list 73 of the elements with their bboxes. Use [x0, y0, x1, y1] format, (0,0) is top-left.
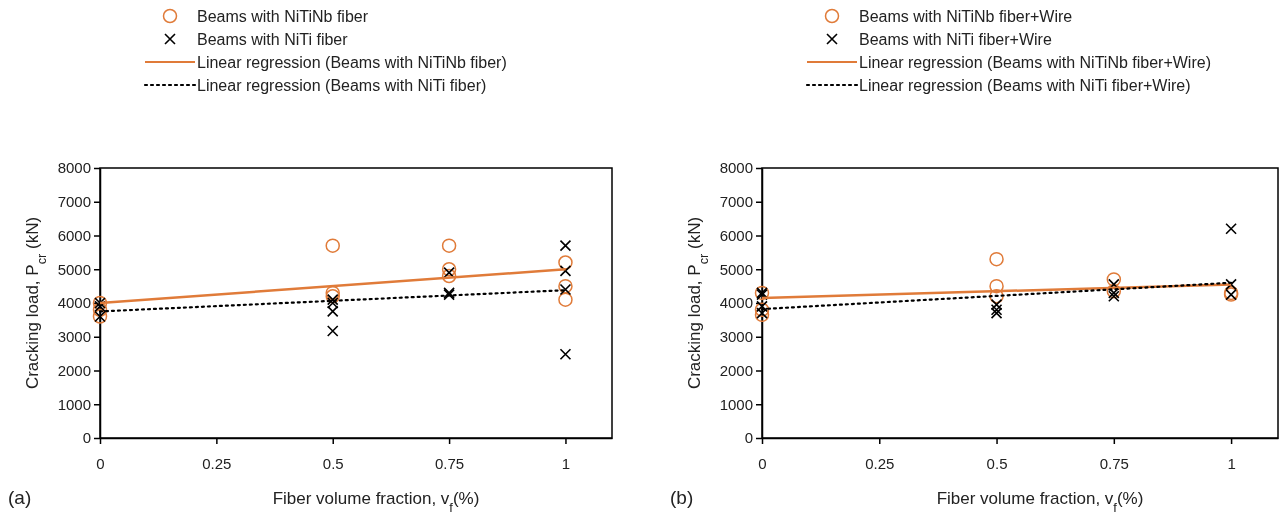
point	[94, 300, 106, 313]
text: (a)	[8, 487, 32, 508]
point	[756, 307, 768, 319]
y-tick-label: 8000	[57, 159, 91, 177]
x-tick-label: 0.5	[322, 454, 344, 472]
point	[441, 268, 457, 284]
x-tick-label: 0	[96, 454, 105, 472]
point	[1108, 290, 1120, 303]
point	[326, 305, 339, 318]
point	[559, 283, 572, 296]
point	[441, 262, 457, 277]
point	[1106, 283, 1122, 299]
x-tick-label: 0.75	[1099, 454, 1129, 472]
x-tick-label: 0.5	[986, 454, 1008, 472]
legend-label: Beams with NiTi fiber	[197, 31, 349, 48]
point	[326, 293, 339, 306]
point	[1225, 222, 1237, 235]
y-tick-label: 5000	[719, 260, 753, 278]
point	[326, 325, 339, 337]
point	[990, 303, 1003, 316]
y-tick-label: 7000	[57, 193, 91, 211]
point	[325, 285, 340, 301]
point	[1225, 278, 1237, 291]
y-tick-label: 2000	[719, 361, 753, 379]
legend-label: Linear regression (Beams with NiTiNb fiber+Wire)	[859, 54, 1211, 71]
y-tick-label: 0	[82, 429, 91, 447]
point	[989, 278, 1004, 294]
legend-label: Linear regression (Beams with NiTiNb fiber)	[197, 54, 507, 71]
y-tick-label: 0	[744, 429, 753, 447]
point	[990, 298, 1003, 311]
x-axis-title: Fiber volume fraction, v$_{f}$(%)	[272, 489, 480, 515]
legend-label: Linear regression (Beams with NiTi fiber)	[197, 77, 487, 94]
x-tick-label: 0	[758, 454, 767, 472]
y-tick-label: 3000	[57, 328, 91, 346]
y-tick-label: 4000	[57, 294, 91, 312]
y-tick-label: 5000	[57, 260, 91, 278]
point	[326, 297, 339, 309]
y-tick-label: 1000	[57, 395, 91, 413]
point	[325, 238, 340, 253]
point	[754, 302, 770, 317]
y-tick-label: 7000	[719, 193, 753, 211]
y-tick-label: 3000	[719, 328, 753, 346]
y-tick-label: 4000	[719, 294, 753, 312]
x-axis-title: Fiber volume fraction, v$_{f}$(%)	[936, 489, 1144, 515]
y-tick-label: 8000	[719, 159, 753, 177]
point	[990, 307, 1003, 319]
legend-label: Beams with NiTi fiber+Wire	[859, 31, 1052, 48]
point	[558, 255, 573, 270]
x-tick-label: 0.25	[865, 454, 895, 472]
point	[558, 292, 573, 307]
legend-label: Beams with NiTiNb fiber	[197, 8, 369, 25]
point	[559, 348, 572, 361]
point	[559, 239, 572, 252]
legend-label: Linear regression (Beams with NiTi fiber+Wire)	[859, 77, 1191, 94]
point	[443, 266, 455, 279]
x-tick-label: 0.25	[202, 454, 232, 472]
point	[989, 251, 1004, 267]
x-tick-label: 1	[561, 454, 571, 472]
point	[441, 238, 457, 253]
text: (b)	[670, 487, 694, 508]
point	[1108, 278, 1120, 291]
legend-label: Beams with NiTiNb fiber+Wire	[859, 8, 1073, 25]
x-tick-label: 0.75	[434, 454, 465, 472]
point	[1106, 272, 1122, 287]
y-tick-label: 2000	[57, 361, 91, 379]
point	[989, 289, 1004, 304]
y-tick-label: 6000	[719, 226, 753, 244]
x-tick-label: 1	[1227, 454, 1236, 472]
point	[558, 278, 573, 294]
point	[756, 300, 768, 313]
y-tick-label: 6000	[57, 226, 91, 244]
point	[559, 265, 572, 277]
y-tick-label: 1000	[719, 395, 753, 413]
